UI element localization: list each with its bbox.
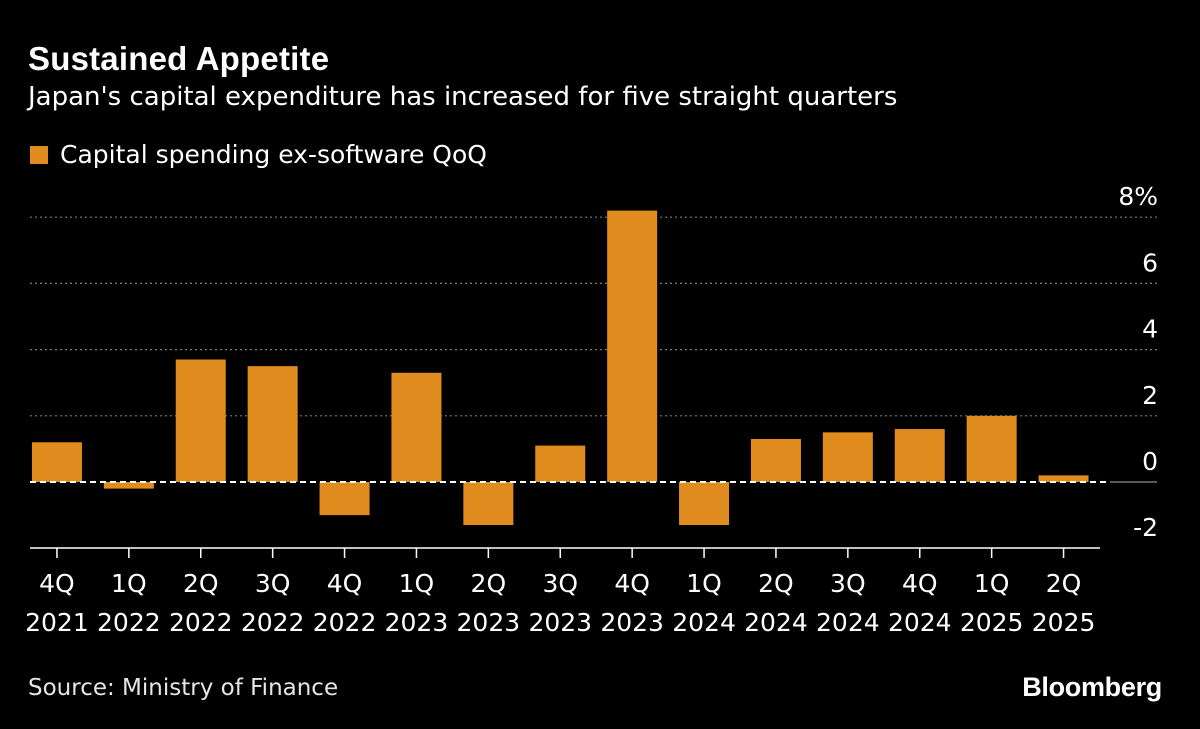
x-tick-label-quarter: 2Q	[471, 569, 507, 598]
x-tick-label-quarter: 3Q	[255, 569, 291, 598]
x-tick-label-year: 2024	[816, 608, 880, 637]
bar	[247, 366, 298, 482]
x-tick-label-year: 2022	[241, 608, 305, 637]
x-tick-label-quarter: 4Q	[902, 569, 938, 598]
legend: Capital spending ex-software QoQ	[30, 140, 487, 169]
bar	[319, 482, 370, 516]
y-tick-label: -2	[1133, 513, 1158, 542]
x-tick-label-quarter: 4Q	[614, 569, 650, 598]
x-tick-label-year: 2022	[313, 608, 377, 637]
y-tick-label: 6	[1142, 248, 1158, 277]
bar	[607, 210, 658, 482]
x-tick-label-year: 2025	[960, 608, 1024, 637]
bar	[966, 415, 1017, 482]
x-tick-label-quarter: 1Q	[974, 569, 1010, 598]
x-tick-label-quarter: 1Q	[399, 569, 435, 598]
source-note: Source: Ministry of Finance	[28, 675, 339, 701]
legend-swatch	[30, 145, 48, 164]
x-tick-label-quarter: 2Q	[183, 569, 219, 598]
bar	[175, 359, 226, 482]
x-tick-label-quarter: 1Q	[111, 569, 147, 598]
bar	[103, 482, 154, 489]
bar	[750, 438, 801, 482]
x-tick-label-year: 2024	[672, 608, 736, 637]
x-tick-label-year: 2023	[528, 608, 592, 637]
y-tick-label: 8%	[1118, 182, 1158, 211]
x-tick-label-year: 2023	[600, 608, 664, 637]
x-tick-label-quarter: 3Q	[542, 569, 578, 598]
bar	[1038, 475, 1089, 482]
y-tick-label: 4	[1142, 315, 1158, 344]
bar	[535, 445, 586, 482]
bar	[679, 482, 730, 526]
x-tick-label-quarter: 4Q	[327, 569, 363, 598]
bar	[463, 482, 514, 526]
x-tick-label-year: 2022	[169, 608, 233, 637]
x-tick-label-quarter: 4Q	[39, 569, 75, 598]
x-tick-label-quarter: 2Q	[758, 569, 794, 598]
x-tick-label-year: 2023	[385, 608, 449, 637]
x-tick-label-quarter: 1Q	[686, 569, 722, 598]
x-tick-label-year: 2023	[457, 608, 521, 637]
bar	[31, 442, 82, 482]
x-tick-label-quarter: 2Q	[1046, 569, 1082, 598]
chart-subtitle: Japan's capital expenditure has increase…	[28, 82, 898, 112]
x-tick-label-year: 2025	[1032, 608, 1096, 637]
y-tick-label: 2	[1142, 381, 1158, 410]
bloomberg-logo: Bloomberg	[1022, 672, 1162, 702]
bar	[822, 432, 873, 482]
x-tick-label-year: 2022	[97, 608, 161, 637]
x-tick-label-year: 2024	[744, 608, 808, 637]
chart-title: Sustained Appetite	[28, 40, 330, 77]
x-tick-label-quarter: 3Q	[830, 569, 866, 598]
legend-label: Capital spending ex-software QoQ	[60, 140, 487, 169]
y-tick-label: 0	[1142, 447, 1158, 476]
x-tick-label-year: 2024	[888, 608, 952, 637]
bar	[391, 372, 442, 482]
x-tick-label-year: 2021	[25, 608, 89, 637]
bar	[894, 429, 945, 482]
